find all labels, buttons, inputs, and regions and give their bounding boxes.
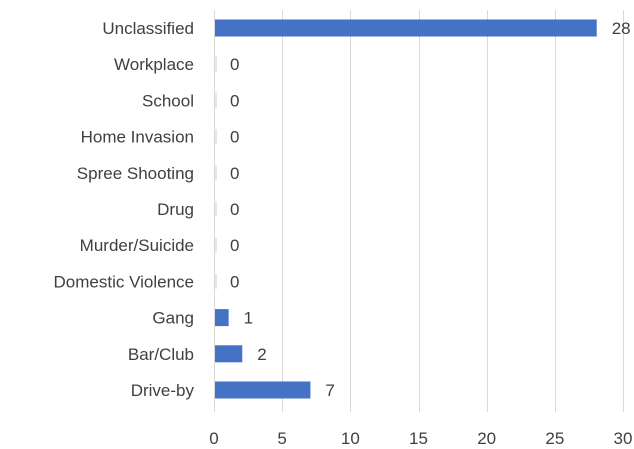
- data-label: 0: [230, 55, 239, 74]
- category-label: Drug: [157, 200, 194, 219]
- bars: [215, 19, 597, 399]
- data-label: 2: [257, 345, 266, 364]
- x-tick-labels: 0 5 10 15 20 25 30: [209, 429, 632, 448]
- data-label: 1: [244, 309, 253, 328]
- x-tick-label: 15: [409, 429, 428, 448]
- x-tick-label: 30: [614, 429, 633, 448]
- category-label: Spree Shooting: [77, 164, 194, 183]
- x-tick-label: 5: [277, 429, 286, 448]
- bar: [215, 273, 217, 289]
- x-tick-label: 20: [477, 429, 496, 448]
- bar: [215, 345, 243, 363]
- category-label: School: [142, 91, 194, 110]
- data-label: 0: [230, 200, 239, 219]
- category-labels: Unclassified Workplace School Home Invasion…: [54, 19, 195, 400]
- category-label: Unclassified: [102, 19, 194, 38]
- bar: [215, 381, 311, 399]
- data-label: 7: [325, 381, 334, 400]
- category-label: Workplace: [114, 55, 194, 74]
- data-label: 28: [612, 19, 631, 38]
- bar: [215, 237, 217, 253]
- bar: [215, 309, 229, 327]
- data-label: 0: [230, 91, 239, 110]
- category-label: Home Invasion: [81, 128, 194, 147]
- x-tick-label: 0: [209, 429, 218, 448]
- bar: [215, 19, 597, 37]
- data-label: 0: [230, 128, 239, 147]
- bar: [215, 129, 217, 145]
- x-tick-label: 10: [341, 429, 360, 448]
- bar: [215, 201, 217, 217]
- data-label: 0: [230, 236, 239, 255]
- category-label: Gang: [152, 309, 194, 328]
- category-label: Bar/Club: [128, 345, 194, 364]
- x-tick-label: 25: [545, 429, 564, 448]
- category-label: Drive-by: [131, 381, 195, 400]
- category-label: Murder/Suicide: [80, 236, 194, 255]
- data-label: 0: [230, 164, 239, 183]
- category-label: Domestic Violence: [54, 272, 194, 291]
- bar: [215, 92, 217, 108]
- bar: [215, 165, 217, 181]
- data-label: 0: [230, 272, 239, 291]
- gridlines: [214, 10, 624, 412]
- bar: [215, 56, 217, 72]
